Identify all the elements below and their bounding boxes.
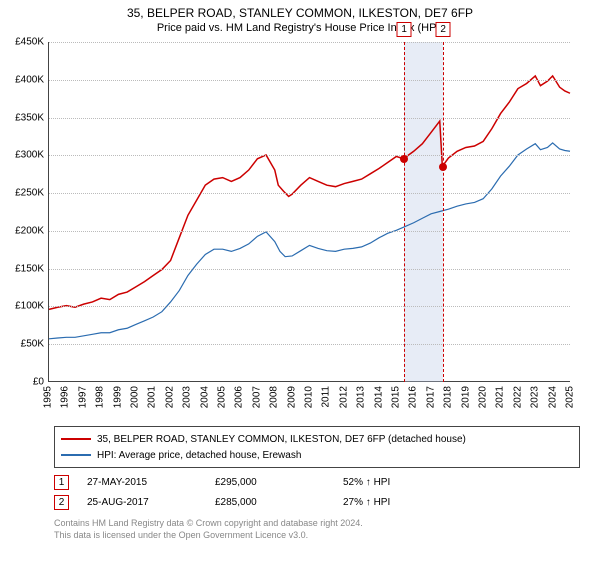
x-tick-label: 2000 [130,386,141,408]
series-line-1 [49,143,570,339]
x-tick-label: 2020 [478,386,489,408]
x-tick-label: 1998 [95,386,106,408]
x-tick-label: 2021 [495,386,506,408]
x-tick-label: 2019 [460,386,471,408]
x-tick-label: 2014 [373,386,384,408]
x-tick-label: 1997 [77,386,88,408]
sales-pct: 52% ↑ HPI [343,477,443,488]
chart-svg [49,42,570,381]
x-axis: 1995199619971998199920002001200220032004… [48,382,570,422]
x-tick-label: 2001 [147,386,158,408]
x-tick-label: 2024 [547,386,558,408]
y-tick-label: £400K [15,74,44,85]
y-tick-label: £200K [15,225,44,236]
y-tick-label: £300K [15,150,44,161]
event-marker-dot [439,163,447,171]
chart-area: £0£50K£100K£150K£200K£250K£300K£350K£400… [0,42,570,422]
gridline [49,155,570,156]
x-tick-label: 2008 [269,386,280,408]
x-tick-label: 1999 [112,386,123,408]
y-tick-label: £100K [15,301,44,312]
sales-row: 2 25-AUG-2017 £285,000 27% ↑ HPI [54,492,580,512]
legend-row: 35, BELPER ROAD, STANLEY COMMON, ILKESTO… [61,431,573,447]
legend-label: HPI: Average price, detached house, Erew… [97,450,301,461]
sales-marker-box: 2 [54,495,69,510]
x-tick-label: 2004 [199,386,210,408]
sales-price: £295,000 [215,477,325,488]
x-tick-label: 2003 [182,386,193,408]
y-tick-label: £150K [15,263,44,274]
sales-price: £285,000 [215,497,325,508]
x-tick-label: 2009 [286,386,297,408]
gridline [49,344,570,345]
footnote-line1: Contains HM Land Registry data © Crown c… [54,518,580,530]
event-vline [404,42,405,382]
sales-date: 25-AUG-2017 [87,497,197,508]
x-tick-label: 2023 [530,386,541,408]
legend: 35, BELPER ROAD, STANLEY COMMON, ILKESTO… [54,426,580,468]
legend-row: HPI: Average price, detached house, Erew… [61,447,573,463]
x-tick-label: 2018 [443,386,454,408]
y-axis: £0£50K£100K£150K£200K£250K£300K£350K£400… [0,42,48,382]
sales-marker-box: 1 [54,475,69,490]
y-tick-label: £350K [15,112,44,123]
x-tick-label: 2025 [565,386,576,408]
sales-pct: 27% ↑ HPI [343,497,443,508]
gridline [49,231,570,232]
footnote-line2: This data is licensed under the Open Gov… [54,530,580,542]
y-tick-label: £250K [15,188,44,199]
gridline [49,80,570,81]
event-marker-box: 2 [436,22,451,37]
x-tick-label: 1995 [43,386,54,408]
gridline [49,306,570,307]
event-marker-dot [400,155,408,163]
sales-date: 27-MAY-2015 [87,477,197,488]
x-tick-label: 2016 [408,386,419,408]
x-tick-label: 2002 [164,386,175,408]
y-tick-label: £450K [15,37,44,48]
gridline [49,269,570,270]
x-tick-label: 2022 [512,386,523,408]
x-tick-label: 2006 [234,386,245,408]
event-vline [443,42,444,382]
legend-label: 35, BELPER ROAD, STANLEY COMMON, ILKESTO… [97,434,466,445]
x-tick-label: 2015 [391,386,402,408]
x-tick-label: 2010 [304,386,315,408]
legend-swatch [61,454,91,456]
x-tick-label: 2007 [251,386,262,408]
x-tick-label: 2005 [217,386,228,408]
plot-area: 12 [48,42,570,382]
sales-row: 1 27-MAY-2015 £295,000 52% ↑ HPI [54,472,580,492]
x-tick-label: 2011 [321,386,332,408]
gridline [49,118,570,119]
sales-table: 1 27-MAY-2015 £295,000 52% ↑ HPI 2 25-AUG-201… [54,472,580,512]
x-tick-label: 2012 [338,386,349,408]
x-tick-label: 2017 [425,386,436,408]
event-marker-box: 1 [397,22,412,37]
legend-swatch [61,438,91,440]
gridline [49,193,570,194]
x-tick-label: 1996 [60,386,71,408]
y-tick-label: £50K [21,339,44,350]
x-tick-label: 2013 [356,386,367,408]
chart-subtitle: Price paid vs. HM Land Registry's House … [0,22,600,34]
gridline [49,42,570,43]
chart-title: 35, BELPER ROAD, STANLEY COMMON, ILKESTO… [0,6,600,20]
footnote: Contains HM Land Registry data © Crown c… [54,518,580,541]
